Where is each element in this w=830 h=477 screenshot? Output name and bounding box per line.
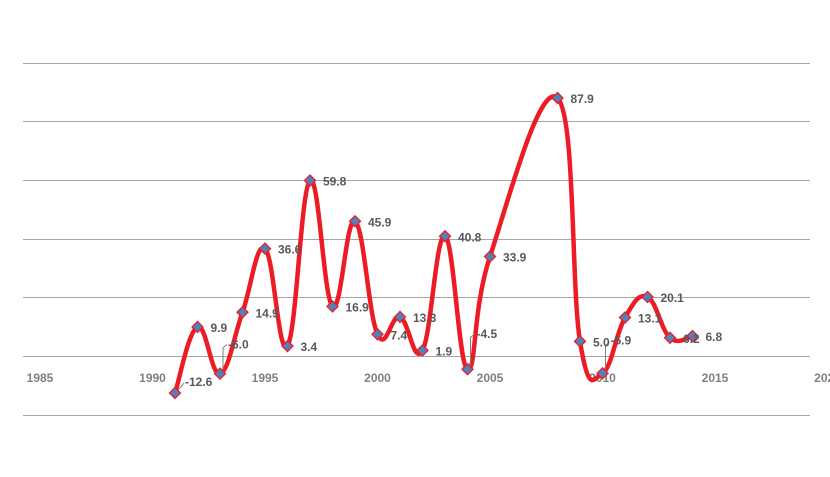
data-point-marker (438, 229, 452, 243)
data-point-marker (236, 305, 249, 319)
x-tick-label: 2020 (814, 371, 830, 385)
data-point-marker (573, 334, 587, 348)
data-label: -5.9 (611, 333, 632, 347)
data-label: 40.8 (458, 230, 482, 244)
data-label: 14.9 (256, 306, 280, 320)
data-point-marker (281, 339, 294, 353)
data-point-marker (483, 250, 497, 263)
data-point-marker (326, 299, 339, 313)
data-label: 87.9 (571, 92, 595, 106)
data-label: 59.8 (323, 174, 347, 188)
data-point-marker (348, 214, 362, 228)
data-label: 36.6 (278, 243, 302, 257)
x-tick-label: 1995 (252, 371, 279, 385)
data-label: 6.2 (683, 332, 700, 346)
data-label: 33.9 (503, 251, 527, 265)
data-label: 6.8 (706, 330, 723, 344)
data-point-marker (168, 386, 182, 400)
data-label: 16.9 (346, 300, 370, 314)
data-point-marker (641, 290, 654, 304)
data-label: 5.0 (593, 335, 610, 349)
data-point-marker (393, 310, 407, 324)
data-label: -12.6 (185, 375, 213, 389)
x-tick-label: 1985 (27, 371, 54, 385)
data-label: 1.9 (436, 344, 453, 358)
data-label: 3.4 (301, 340, 318, 354)
series-line-layer (172, 94, 695, 396)
x-tick-label: 2000 (364, 371, 391, 385)
data-label: 13.1 (638, 312, 662, 326)
data-point-marker (686, 329, 699, 343)
x-tick-label: 2015 (702, 371, 729, 385)
x-tick-label: 2005 (477, 371, 504, 385)
x-axis-ticks: 19851990199520002005201020152020 (27, 371, 830, 385)
data-point-marker (663, 331, 677, 345)
gridlines (23, 63, 810, 416)
data-label: -4.5 (477, 327, 498, 341)
data-markers (168, 91, 699, 400)
data-point-marker (303, 174, 317, 187)
data-label: 7.4 (391, 328, 408, 342)
data-point-marker (618, 311, 632, 324)
data-point-marker (191, 320, 204, 334)
data-label: 9.9 (211, 321, 228, 335)
data-label: 13.3 (413, 311, 437, 325)
x-tick-label: 1990 (139, 371, 166, 385)
series-line (172, 94, 695, 396)
data-point-marker (551, 91, 564, 105)
data-point-marker (258, 242, 272, 255)
data-point-marker (461, 362, 474, 376)
data-label: 20.1 (661, 291, 685, 305)
data-labels: -12.6 9.9-6.0 14.9 36.6 3.4 59.8 16.9 45.9 7.4 13… (185, 92, 723, 389)
data-label: 45.9 (368, 215, 392, 229)
data-point-marker (596, 366, 609, 380)
data-label: -6.0 (228, 338, 249, 352)
data-point-marker (213, 367, 227, 381)
data-point-marker (371, 327, 384, 341)
data-point-marker (416, 344, 429, 357)
